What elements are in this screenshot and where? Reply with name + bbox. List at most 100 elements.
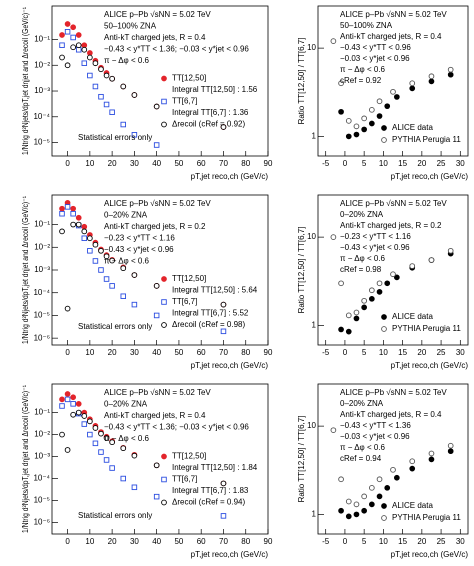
- y-tick-label: 10⁻²: [34, 60, 50, 69]
- legend-label: TT[6,7]: [172, 475, 197, 484]
- annotation: −0.43 < y*TT < 1.36; −0.03 < y*jet < 0.9…: [104, 45, 249, 54]
- x-tick-label: 0: [343, 537, 348, 546]
- x-tick-label: 30: [130, 348, 139, 357]
- marker: [384, 484, 391, 491]
- marker: [120, 475, 127, 482]
- legend-integral: Integral TT[12,50] : 1.84: [172, 463, 258, 472]
- marker: [345, 498, 352, 505]
- marker: [103, 276, 110, 282]
- marker: [70, 394, 77, 401]
- legend-label: Δrecoil (cRef = 0.98): [172, 320, 245, 329]
- marker: [393, 474, 400, 481]
- marker: [381, 503, 387, 509]
- marker: [428, 73, 435, 80]
- plot-frame: [317, 194, 469, 346]
- marker: [345, 312, 352, 319]
- data-layer: [330, 427, 454, 520]
- annotation: −0.03 < y*jet < 0.96: [340, 54, 410, 63]
- legend-label: TT[6,7]: [172, 297, 197, 306]
- x-tick-label: 50: [174, 348, 183, 357]
- marker: [103, 101, 110, 108]
- x-tick-label: 0: [65, 159, 70, 168]
- marker: [390, 88, 396, 95]
- note: Statistical errors only: [78, 511, 152, 520]
- y-axis-label: 1/Ntrig d²Njets/dpT,jet dηjet and Δrecoi…: [21, 196, 30, 344]
- marker: [59, 228, 65, 235]
- marker: [376, 98, 383, 105]
- legend-label: TT[6,7]: [172, 97, 197, 106]
- x-axis-label: pT,jet reco,ch (GeV/c): [391, 172, 469, 181]
- marker: [131, 452, 138, 459]
- marker: [409, 80, 416, 87]
- marker: [98, 247, 104, 254]
- x-tick-label: 10: [379, 537, 388, 546]
- marker: [161, 322, 167, 328]
- annotation: cRef = 0.94: [340, 454, 382, 463]
- marker: [390, 466, 396, 473]
- marker: [131, 92, 138, 98]
- x-tick-label: 10: [379, 159, 388, 168]
- annotation: −0.23 < y*TT < 1.16: [104, 234, 175, 243]
- x-axis-label: pT,jet reco,ch (GeV/c): [191, 550, 269, 559]
- marker: [161, 121, 167, 128]
- marker: [220, 124, 227, 130]
- marker: [120, 121, 127, 128]
- y-tick-label: 10⁻⁵: [34, 138, 50, 147]
- annotation: Anti-kT charged jets, R = 0.4: [340, 32, 442, 41]
- y-tick-label: 10⁻⁴: [33, 474, 50, 483]
- marker: [59, 205, 65, 212]
- marker: [338, 108, 344, 115]
- x-tick-label: 90: [264, 537, 273, 546]
- legend-integral: Integral TT[6,7] : 1.83: [172, 486, 249, 495]
- marker: [64, 204, 71, 210]
- annotation: π − Δφ < 0.6: [340, 254, 386, 263]
- legend-label: PYTHIA Perugia 11: [392, 324, 461, 333]
- annotation: ALICE p–Pb √sNN = 5.02 TeV: [340, 10, 447, 19]
- marker: [59, 32, 65, 38]
- marker: [109, 75, 115, 82]
- x-tick-label: 20: [108, 537, 117, 546]
- marker: [109, 439, 115, 446]
- x-tick-label: -5: [322, 537, 330, 546]
- x-tick-label: -5: [322, 348, 330, 357]
- x-tick-label: 0: [343, 159, 348, 168]
- x-tick-label: 60: [197, 537, 206, 546]
- marker: [92, 83, 99, 90]
- marker: [81, 421, 88, 427]
- data-layer: [330, 38, 454, 140]
- x-tick-label: 10: [85, 537, 94, 546]
- annotation: ALICE p–Pb √sNN = 5.02 TeV: [340, 388, 447, 397]
- marker: [81, 46, 88, 53]
- y-tick-label: 10⁻⁴: [33, 112, 50, 121]
- panel: 0 10 20 30 40 50 60 70 80 90 10⁻⁵ 10⁻⁴ 10⁻³ 10⁻² 10⁻¹ p…: [21, 5, 273, 181]
- x-tick-label: 5: [362, 537, 367, 546]
- marker: [353, 309, 360, 316]
- marker: [103, 435, 110, 441]
- x-tick-label: 40: [152, 537, 161, 546]
- annotation: −0.23 < y*TT < 1.16: [340, 232, 411, 241]
- legend-label: TT[12,50]: [172, 274, 206, 283]
- annotation: 0–20% ZNA: [104, 400, 148, 409]
- marker: [70, 34, 76, 41]
- marker: [87, 72, 93, 79]
- x-tick-label: 60: [197, 159, 206, 168]
- marker: [384, 103, 391, 110]
- x-tick-label: 70: [219, 159, 228, 168]
- x-tick-label: 5: [362, 159, 367, 168]
- marker: [368, 106, 375, 113]
- annotation: −0.43 < y*TT < 1.36: [340, 421, 411, 430]
- y-tick-label: 10⁻¹: [34, 35, 50, 44]
- marker: [75, 214, 82, 221]
- y-tick-label: 10⁻⁶: [34, 518, 50, 527]
- marker: [64, 396, 71, 403]
- y-tick-label: 10⁻²: [34, 430, 50, 439]
- marker: [338, 507, 344, 514]
- marker: [384, 280, 391, 287]
- marker: [409, 465, 416, 472]
- marker: [92, 440, 99, 447]
- marker: [220, 513, 227, 519]
- marker: [98, 267, 104, 273]
- x-tick-label: 30: [456, 537, 465, 546]
